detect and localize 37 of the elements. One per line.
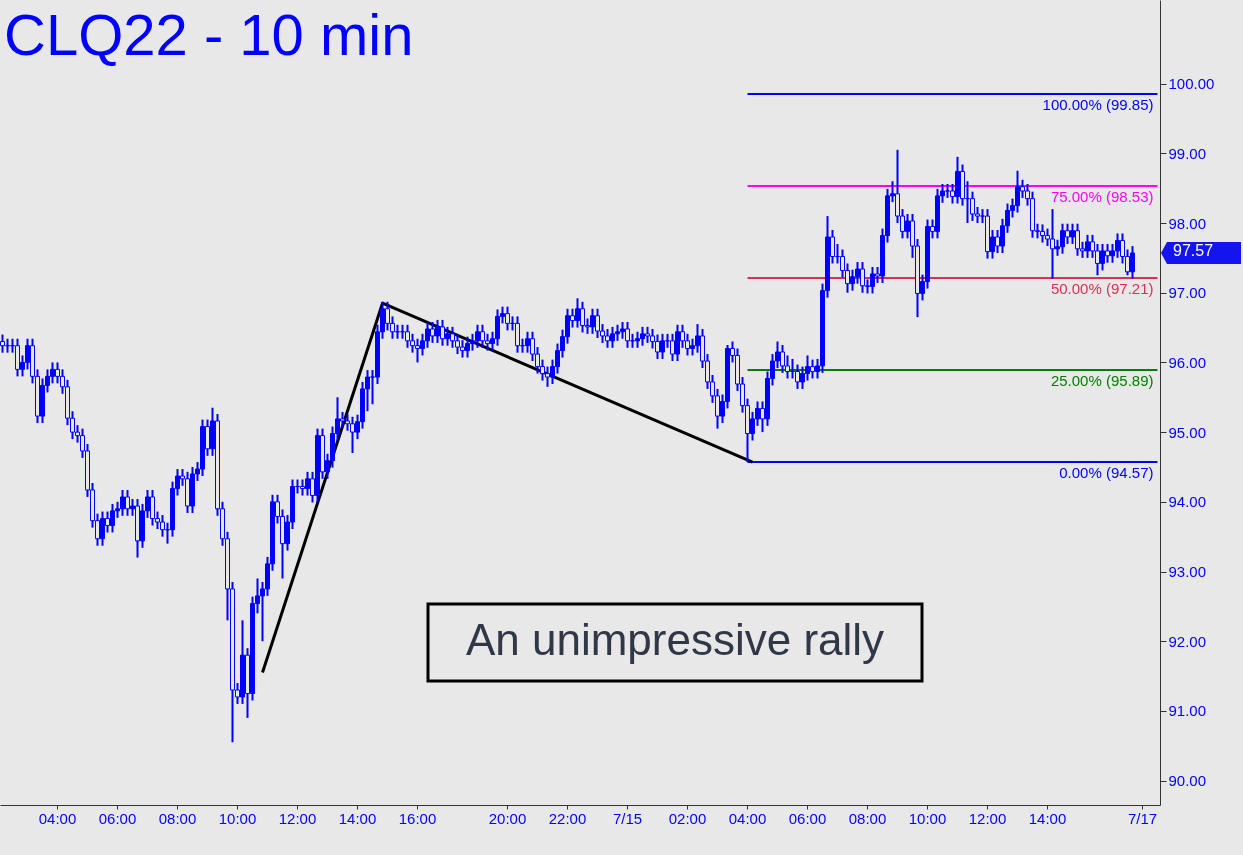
- ref-line-label: 50.00% (97.21): [1050, 280, 1154, 298]
- x-tick-label: 14:00: [1028, 809, 1067, 827]
- y-tick-label: 96.00: [1168, 353, 1207, 371]
- x-tick-label: 04:00: [38, 809, 77, 827]
- y-tick-label: 91.00: [1168, 702, 1207, 720]
- x-tick-label: 06:00: [788, 809, 827, 827]
- x-tick-label: 16:00: [398, 809, 437, 827]
- x-tick-label: 04:00: [728, 809, 767, 827]
- x-tick-label: 7/17: [1127, 809, 1158, 827]
- y-tick-label: 92.00: [1168, 632, 1207, 650]
- y-tick-label: 94.00: [1168, 493, 1207, 511]
- x-tick-label: 7/15: [612, 809, 643, 827]
- y-tick-label: 98.00: [1168, 214, 1207, 232]
- y-tick-label: 90.00: [1168, 772, 1207, 790]
- annotation: An unimpressive rally: [465, 615, 885, 664]
- y-tick-label: 95.00: [1168, 423, 1207, 441]
- x-tick-label: 10:00: [908, 809, 947, 827]
- x-tick-label: 22:00: [548, 809, 587, 827]
- y-tick-label: 97.00: [1168, 284, 1207, 302]
- x-tick-label: 02:00: [668, 809, 707, 827]
- y-tick-label: 93.00: [1168, 563, 1207, 581]
- text: 97.57: [1161, 242, 1241, 264]
- chart-title: CLQ22 - 10 min: [4, 2, 414, 67]
- ref-line-label: 75.00% (98.53): [1050, 188, 1154, 206]
- ref-line-label: 25.00% (95.89): [1050, 372, 1154, 390]
- x-tick-label: 08:00: [158, 809, 197, 827]
- ref-line-label: 0.00% (94.57): [1059, 464, 1154, 482]
- x-tick-label: 20:00: [488, 809, 527, 827]
- x-tick-label: 12:00: [968, 809, 1007, 827]
- y-tick-label: 100.00: [1168, 75, 1215, 93]
- x-tick-label: 14:00: [338, 809, 377, 827]
- x-tick-label: 12:00: [278, 809, 317, 827]
- x-tick-label: 10:00: [218, 809, 257, 827]
- ref-line-label: 100.00% (99.85): [1042, 96, 1154, 114]
- x-tick-label: 06:00: [98, 809, 137, 827]
- y-tick-label: 99.00: [1168, 144, 1207, 162]
- x-tick-label: 08:00: [848, 809, 887, 827]
